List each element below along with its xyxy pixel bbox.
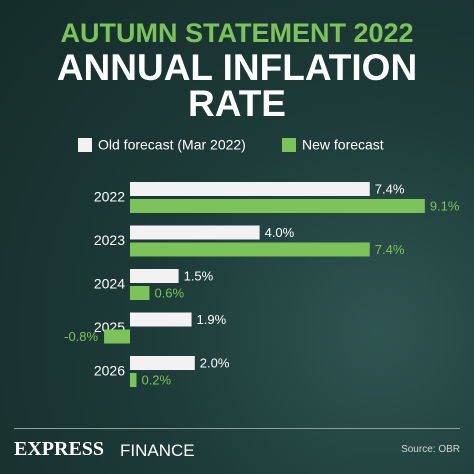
category-label: 2026: [94, 363, 125, 379]
value-label: 0.2%: [141, 372, 171, 387]
value-label: 1.5%: [184, 268, 214, 283]
legend-label: New forecast: [302, 137, 384, 153]
category-label: 2023: [94, 232, 125, 248]
bar: [130, 373, 137, 387]
category-label: 2024: [94, 276, 125, 292]
bar: [130, 182, 370, 196]
footer-rule: [14, 428, 460, 429]
category-label: 2022: [94, 189, 125, 205]
value-label: 2.0%: [200, 355, 230, 370]
source: Source: OBR: [401, 444, 460, 455]
bar: [130, 312, 192, 327]
brand: EXPRESS: [14, 438, 105, 460]
bar: [104, 329, 130, 344]
value-label: -0.8%: [64, 329, 98, 344]
value-label: 4.0%: [265, 225, 295, 240]
value-label: 7.4%: [375, 181, 405, 196]
value-label: 7.4%: [375, 242, 405, 257]
legend-swatch: [282, 138, 296, 152]
value-label: 9.1%: [430, 198, 460, 213]
bar: [130, 356, 195, 370]
legend-swatch: [78, 138, 92, 152]
bar: [130, 199, 425, 213]
supertitle: AUTUMN STATEMENT 2022: [60, 18, 414, 48]
value-label: 0.6%: [154, 285, 184, 300]
bar: [130, 225, 260, 240]
bar: [130, 269, 179, 283]
value-label: 1.9%: [197, 312, 227, 327]
section: FINANCE: [120, 441, 195, 460]
bar: [130, 286, 150, 300]
legend-label: Old forecast (Mar 2022): [98, 137, 246, 153]
chart-title: ANNUAL INFLATION RATE: [56, 47, 418, 124]
bar: [130, 242, 370, 257]
